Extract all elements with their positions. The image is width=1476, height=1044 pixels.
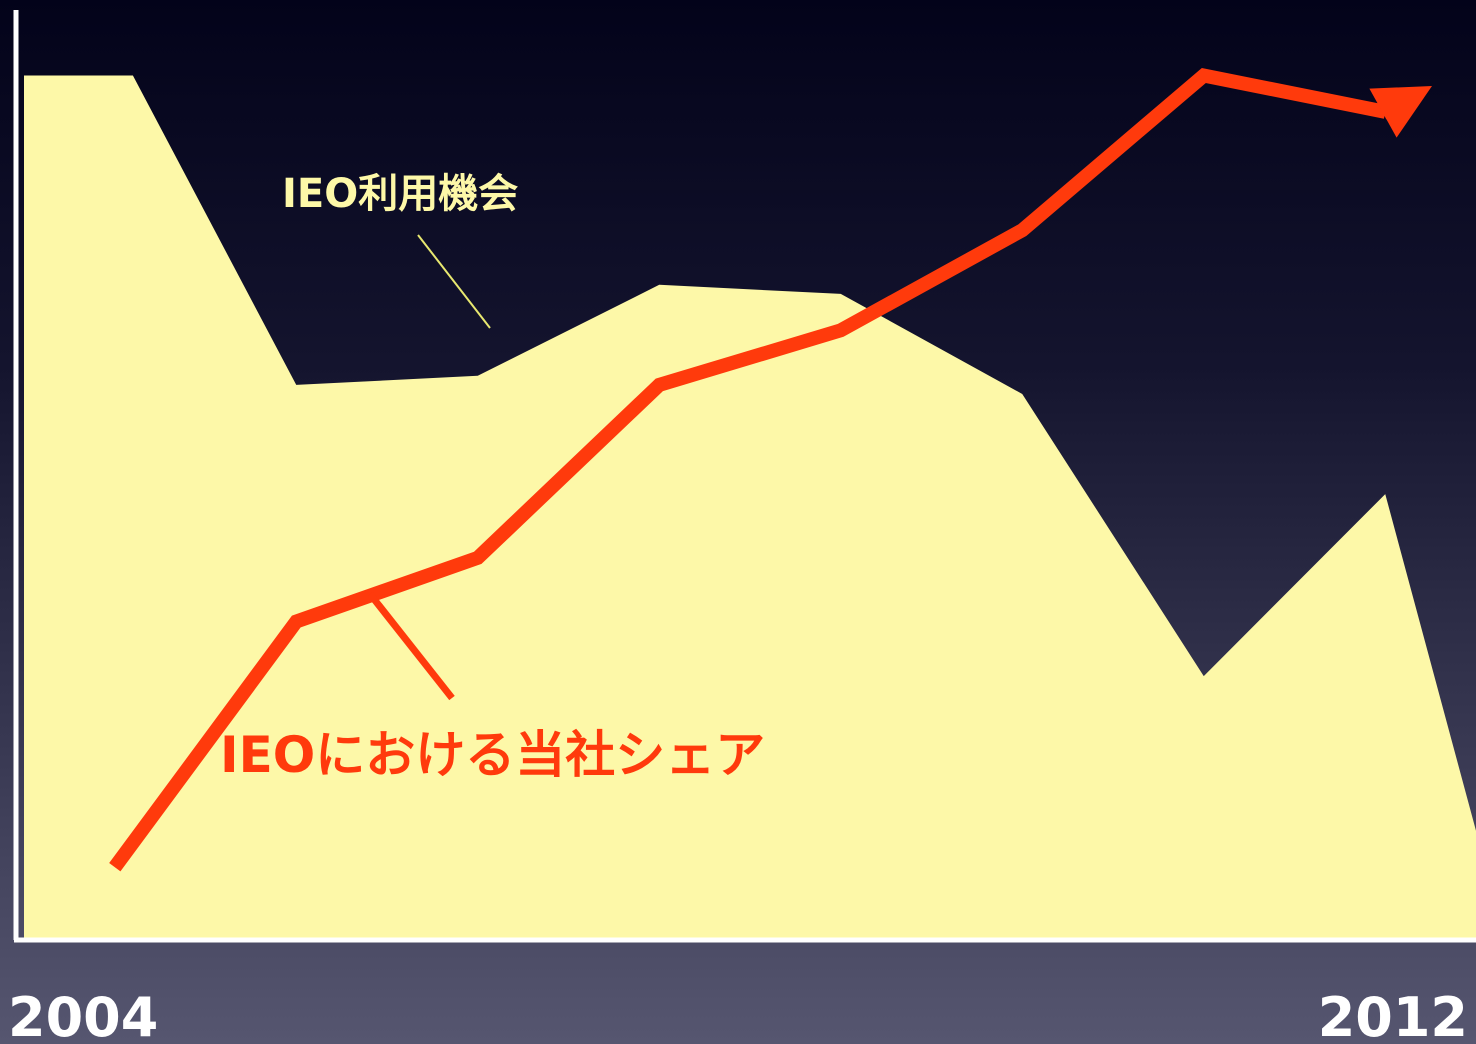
area-series-fill xyxy=(24,75,1476,940)
line-series-path xyxy=(109,67,1407,872)
line-series-label: IEOにおける当社シェア xyxy=(220,726,765,784)
x-tick-label-start: 2004 xyxy=(8,986,158,1044)
line-series-arrowhead xyxy=(1369,86,1432,138)
area-series-pointer xyxy=(417,234,491,329)
area-series-label: IEO利用機会 xyxy=(282,171,518,217)
line-series-pointer xyxy=(367,591,455,701)
x-tick-label-end: 2012 xyxy=(1318,986,1468,1044)
